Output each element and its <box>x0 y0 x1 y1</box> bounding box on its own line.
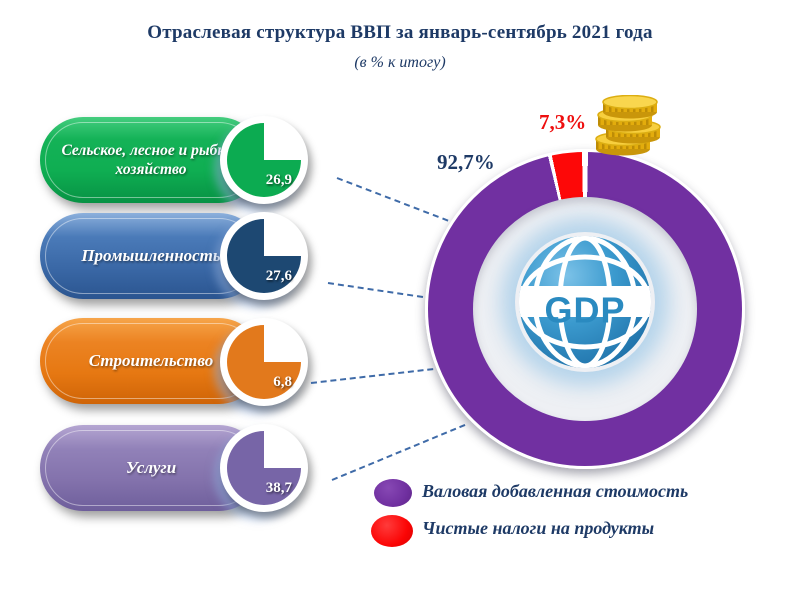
page-title: Отраслевая структура ВВП за январь-сентя… <box>147 22 653 43</box>
sector-label: Промышленность <box>81 246 221 266</box>
tax-value-label: 7,3% <box>539 110 587 134</box>
legend-label-gva: Валовая добавленная стоимость <box>422 481 689 501</box>
sector-pie-badge-services: 38,7 <box>220 424 308 512</box>
sector-pie-badge-agriculture: 26,9 <box>220 116 308 204</box>
legend-label-tax: Чистые налоги на продукты <box>422 518 655 538</box>
leader-line-construction <box>310 368 434 384</box>
sector-label: Сельское, лесное и рыбное хозяйство <box>61 141 241 178</box>
sector-pill-construction: Строительство <box>40 318 262 404</box>
sector-value: 26,9 <box>265 172 292 188</box>
leader-line-agriculture <box>336 177 449 222</box>
gva-value-label: 92,7% <box>437 150 495 174</box>
legend-swatch-tax <box>371 515 413 547</box>
pie-quarter-icon <box>227 123 301 197</box>
sector-value: 27,6 <box>265 268 292 284</box>
sector-value: 6,8 <box>273 374 292 390</box>
gold-coin-stack-icon <box>593 94 665 164</box>
legend-swatch-gva <box>374 479 412 507</box>
pie-quarter-icon <box>227 219 301 293</box>
leader-line-services <box>331 423 466 481</box>
leader-line-industry <box>327 282 424 299</box>
gdp-donut-chart: GDP <box>425 149 745 469</box>
pie-quarter-icon <box>227 325 301 399</box>
sector-pie-badge-construction: 6,8 <box>220 318 308 406</box>
sector-label: Строительство <box>88 351 214 371</box>
page-subtitle: (в % к итогу) <box>354 54 446 71</box>
sector-value: 38,7 <box>265 480 292 496</box>
sector-pie-badge-industry: 27,6 <box>220 212 308 300</box>
pie-quarter-icon <box>227 431 301 505</box>
gdp-globe-icon: GDP <box>515 232 655 372</box>
sector-label: Услуги <box>125 458 177 478</box>
gdp-center-label: GDP <box>544 290 625 331</box>
